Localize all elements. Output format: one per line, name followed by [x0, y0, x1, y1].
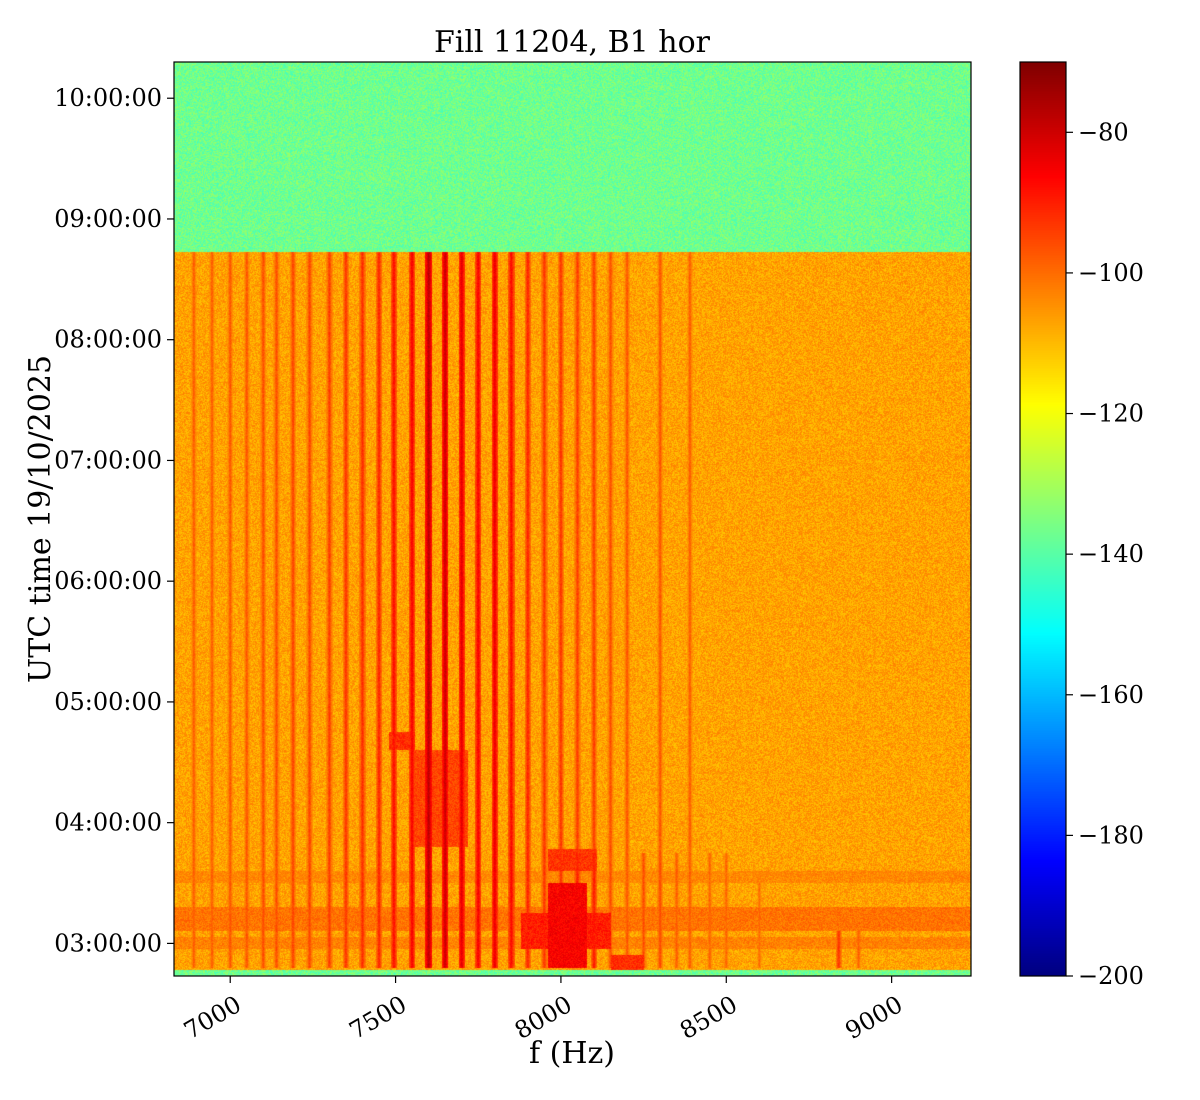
colorbar-tick-label: −80	[1078, 118, 1129, 146]
colorbar-gradient	[1020, 62, 1066, 976]
y-tick-label: 05:00:00	[54, 688, 162, 716]
colorbar-tick-label: −120	[1078, 400, 1144, 428]
chart-title: Fill 11204, B1 hor	[434, 25, 711, 60]
plot-area	[173, 61, 972, 977]
colorbar-tick-label: −180	[1078, 821, 1144, 849]
colorbar-tick-label: −160	[1078, 681, 1144, 709]
x-axis-label: f (Hz)	[529, 1036, 615, 1071]
y-tick-label: 06:00:00	[54, 567, 162, 595]
colorbar: −80 −100 −120 −140 −160 −180 −200	[1019, 61, 1144, 990]
x-tick-label: 7000	[179, 990, 246, 1045]
x-tick-label: 8500	[675, 990, 742, 1045]
y-tick-label: 10:00:00	[54, 84, 162, 112]
x-tick-label: 9000	[841, 990, 908, 1045]
colorbar-frame	[1019, 61, 1067, 977]
x-tick-label: 7500	[344, 990, 411, 1045]
colorbar-tick-label: −140	[1078, 540, 1144, 568]
y-tick-label: 03:00:00	[54, 929, 162, 957]
y-tick-label: 09:00:00	[54, 205, 162, 233]
y-tick-label: 04:00:00	[54, 809, 162, 837]
y-axis-ticks: 03:00:00 04:00:00 05:00:00 06:00:00 07:00:00…	[54, 84, 174, 957]
y-axis-label: UTC time 19/10/2025	[23, 355, 58, 683]
plot-frame	[173, 61, 972, 977]
spectrogram-heatmap	[174, 62, 971, 976]
y-tick-label: 08:00:00	[54, 326, 162, 354]
colorbar-tick-label: −100	[1078, 259, 1144, 287]
colorbar-ticks: −80 −100 −120 −140 −160 −180 −200	[1066, 118, 1144, 990]
x-axis-ticks: 7000 7500 8000 8500 9000	[179, 976, 907, 1045]
y-tick-label: 07:00:00	[54, 446, 162, 474]
colorbar-tick-label: −200	[1078, 962, 1144, 990]
